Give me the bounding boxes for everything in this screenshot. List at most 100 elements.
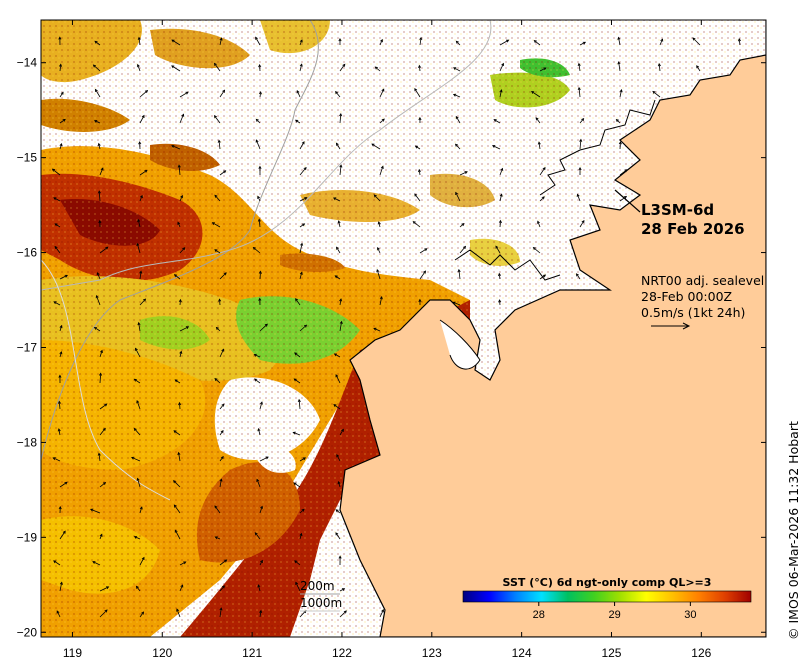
current-arrow bbox=[93, 64, 101, 72]
current-arrow-head bbox=[136, 400, 140, 404]
current-arrow bbox=[138, 322, 141, 332]
current-arrow-head bbox=[371, 143, 375, 147]
current-arrow-head bbox=[380, 165, 384, 169]
current-arrow-head bbox=[177, 221, 181, 225]
current-arrow-head bbox=[342, 63, 346, 67]
current-arrow-head bbox=[301, 223, 306, 227]
current-arrow-head bbox=[54, 223, 58, 227]
current-arrow bbox=[219, 89, 225, 98]
current-arrow bbox=[174, 530, 181, 540]
current-arrow bbox=[299, 272, 303, 280]
current-arrow-head bbox=[141, 611, 145, 615]
current-arrow-head bbox=[542, 274, 547, 278]
current-arrow-head bbox=[377, 221, 381, 225]
current-arrow-head bbox=[58, 374, 62, 378]
current-arrow bbox=[134, 536, 141, 540]
current-arrow-head bbox=[64, 481, 68, 485]
current-arrow-head bbox=[178, 298, 182, 303]
current-arrow bbox=[139, 90, 148, 98]
current-arrow-head bbox=[257, 584, 261, 588]
current-arrow bbox=[579, 220, 585, 228]
current-arrow-head bbox=[533, 40, 537, 44]
current-arrow-head bbox=[181, 113, 185, 117]
current-arrow bbox=[259, 323, 268, 332]
current-arrow bbox=[299, 197, 307, 202]
current-arrow-head bbox=[135, 347, 138, 351]
current-arrow bbox=[376, 269, 381, 280]
current-arrow-head bbox=[338, 555, 342, 559]
current-arrow-head bbox=[54, 245, 58, 250]
current-arrow bbox=[58, 428, 61, 436]
current-arrow-head bbox=[339, 164, 343, 168]
current-arrow bbox=[174, 274, 181, 280]
current-arrow-head bbox=[137, 218, 141, 223]
current-arrow bbox=[619, 196, 627, 202]
current-arrow-head bbox=[183, 561, 187, 565]
current-arrow-head bbox=[136, 477, 140, 481]
current-arrow bbox=[59, 351, 62, 358]
current-arrow-head bbox=[219, 478, 223, 482]
current-arrow-head bbox=[373, 194, 377, 198]
current-arrow bbox=[499, 39, 509, 46]
current-arrow bbox=[339, 321, 342, 332]
current-arrow-head bbox=[259, 609, 263, 614]
current-arrow-head bbox=[300, 242, 304, 246]
current-arrow-head bbox=[414, 145, 419, 149]
y-tick-label: −17 bbox=[17, 340, 38, 354]
current-arrow bbox=[295, 298, 301, 306]
current-arrow-head bbox=[532, 247, 536, 251]
current-arrow-head bbox=[144, 90, 149, 94]
current-arrow bbox=[219, 170, 226, 176]
current-arrow bbox=[219, 38, 222, 46]
current-arrow bbox=[99, 373, 102, 384]
current-arrow bbox=[257, 584, 261, 592]
current-arrow bbox=[179, 299, 181, 306]
current-arrow bbox=[59, 325, 62, 332]
current-arrow bbox=[296, 90, 301, 98]
current-arrow-head bbox=[264, 323, 268, 327]
current-arrow-head bbox=[171, 65, 175, 69]
current-arrow-head bbox=[577, 62, 581, 67]
current-arrow bbox=[216, 327, 221, 332]
current-arrow bbox=[415, 145, 421, 150]
current-arrow bbox=[336, 246, 341, 254]
current-arrow-head bbox=[336, 454, 340, 458]
current-arrow-head bbox=[177, 164, 181, 168]
current-arrow-head bbox=[58, 36, 62, 40]
current-arrow bbox=[171, 65, 181, 72]
current-arrow bbox=[94, 120, 101, 124]
x-tick-label: 119 bbox=[63, 646, 82, 660]
current-arrow bbox=[531, 91, 541, 98]
current-arrow bbox=[652, 91, 661, 98]
x-tick-label: 124 bbox=[512, 646, 532, 660]
current-arrow bbox=[173, 480, 181, 488]
current-arrow-head bbox=[338, 37, 342, 42]
current-arrow bbox=[137, 219, 141, 228]
current-arrow-head bbox=[418, 64, 422, 69]
current-arrow-head bbox=[499, 193, 503, 197]
current-arrow bbox=[90, 508, 101, 514]
current-arrow-head bbox=[174, 379, 178, 383]
current-arrow bbox=[453, 67, 461, 72]
current-arrow-head bbox=[336, 246, 339, 250]
current-arrow bbox=[492, 145, 501, 150]
current-arrow-head bbox=[220, 455, 224, 460]
current-arrow bbox=[99, 167, 104, 176]
current-arrow bbox=[256, 479, 261, 488]
current-arrow-head bbox=[501, 62, 505, 67]
current-arrow bbox=[658, 63, 661, 72]
current-arrow-head bbox=[542, 166, 546, 171]
current-arrow-head bbox=[92, 64, 96, 68]
current-arrow-head bbox=[62, 530, 66, 534]
current-arrow bbox=[338, 481, 341, 488]
current-arrow-head bbox=[60, 91, 64, 95]
current-arrow-head bbox=[62, 118, 66, 122]
current-arrow-head bbox=[64, 274, 68, 278]
current-arrow bbox=[259, 91, 262, 98]
current-arrow-head bbox=[295, 298, 299, 302]
current-arrow bbox=[499, 168, 503, 176]
current-arrow bbox=[419, 37, 422, 46]
current-arrow-head bbox=[414, 88, 418, 92]
current-arrow-head bbox=[579, 138, 583, 142]
current-arrow bbox=[493, 119, 501, 124]
